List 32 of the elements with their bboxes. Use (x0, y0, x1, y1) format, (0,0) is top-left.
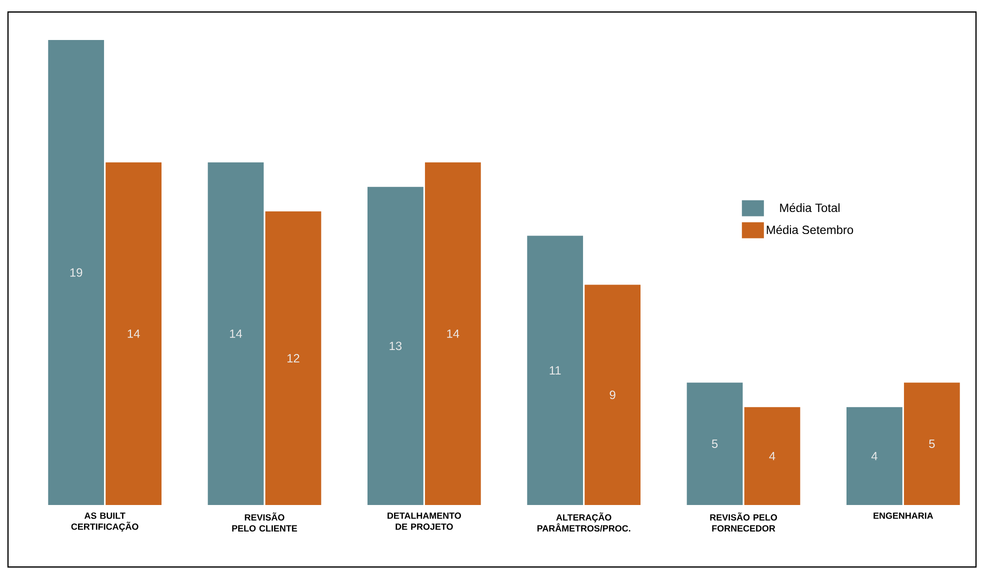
data-label: 4 (871, 452, 878, 460)
data-label: 14 (447, 330, 460, 338)
bar (265, 211, 322, 505)
data-label: 14 (128, 330, 140, 338)
data-label: 9 (610, 390, 616, 400)
data-label: 12 (288, 354, 300, 362)
bar (367, 186, 424, 505)
bar (106, 162, 162, 505)
data-label: 11 (550, 366, 561, 375)
bar (744, 407, 800, 505)
data-label: 4 (769, 452, 776, 460)
bar (584, 284, 641, 505)
bar (424, 162, 481, 505)
x-tick-label: ENGENHARIA (874, 512, 934, 519)
data-label: 5 (712, 440, 718, 448)
x-tick-label: REVISÃO PELO FORNECEDOR (710, 512, 778, 532)
bar (686, 382, 743, 505)
legend-label: Média Total (780, 203, 840, 212)
bar (846, 407, 902, 505)
data-label: 5 (929, 440, 935, 448)
x-tick-label: DETALHAMENTO DE PROJETO (388, 512, 461, 530)
x-tick-label: AS BUILT CERTIFICAÇÃO (71, 512, 138, 532)
data-label: 14 (230, 330, 242, 338)
bar (208, 162, 264, 505)
bar (527, 236, 584, 505)
legend-label: Média Setembro (766, 225, 854, 234)
bar (904, 382, 960, 505)
x-tick-label: REVISÃO PELO CLIENTE (232, 512, 298, 532)
x-tick-label: ALTERAÇÃO PARÂMETROS/PROC. (537, 512, 630, 532)
bar (48, 40, 104, 505)
data-label: 13 (390, 342, 402, 350)
data-label: 19 (70, 268, 82, 277)
